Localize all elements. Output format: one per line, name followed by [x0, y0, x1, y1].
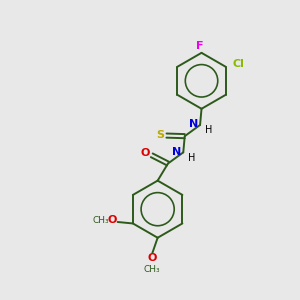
Text: F: F [196, 41, 204, 51]
Text: H: H [188, 153, 195, 163]
Text: O: O [147, 253, 157, 263]
Text: N: N [189, 119, 198, 129]
Text: CH₃: CH₃ [143, 265, 160, 274]
Text: H: H [205, 125, 212, 135]
Text: N: N [172, 147, 182, 157]
Text: CH₃: CH₃ [92, 216, 109, 225]
Text: O: O [141, 148, 150, 158]
Text: Cl: Cl [232, 59, 244, 70]
Text: O: O [108, 215, 117, 225]
Text: S: S [156, 130, 164, 140]
